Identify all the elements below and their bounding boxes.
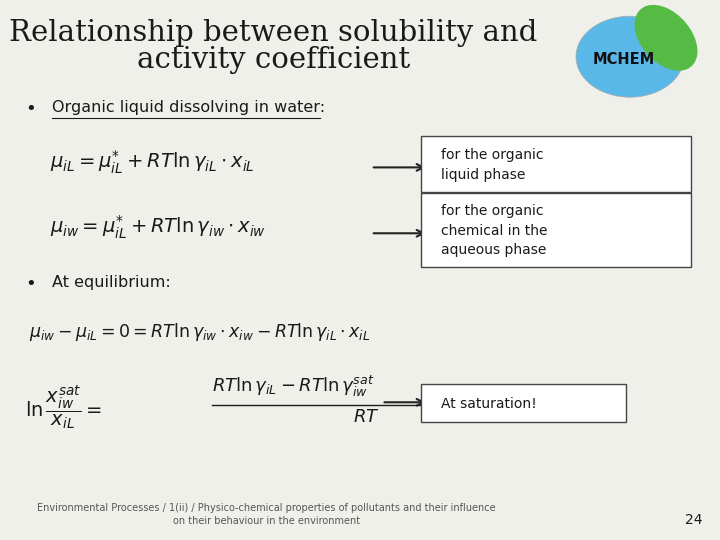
Text: for the organic
liquid phase: for the organic liquid phase [441, 148, 544, 182]
Ellipse shape [634, 5, 698, 71]
Text: $\ln \dfrac{x^{sat}_{iw}}{x_{iL}} =$: $\ln \dfrac{x^{sat}_{iw}}{x_{iL}} =$ [25, 383, 102, 431]
FancyBboxPatch shape [421, 384, 626, 422]
FancyBboxPatch shape [421, 136, 691, 192]
Text: activity coefficient: activity coefficient [137, 46, 410, 74]
Text: At equilibrium:: At equilibrium: [52, 275, 171, 291]
Text: 24: 24 [685, 512, 702, 526]
Text: Organic liquid dissolving in water:: Organic liquid dissolving in water: [52, 100, 325, 115]
Text: $RT \ln \gamma_{iL} - RT \ln \gamma^{sat}_{iw}$: $RT \ln \gamma_{iL} - RT \ln \gamma^{sat… [212, 374, 375, 399]
Text: $\mu_{iL} = \mu^{*}_{iL} + RT \ln \gamma_{iL} \cdot x_{iL}$: $\mu_{iL} = \mu^{*}_{iL} + RT \ln \gamma… [50, 148, 255, 176]
Text: At saturation!: At saturation! [441, 397, 537, 411]
FancyBboxPatch shape [421, 193, 691, 267]
Text: Relationship between solubility and: Relationship between solubility and [9, 19, 538, 47]
Text: for the organic
chemical in the
aqueous phase: for the organic chemical in the aqueous … [441, 204, 548, 257]
Circle shape [576, 16, 684, 97]
Text: $\mu_{iw} - \mu_{iL} = 0 = RT \ln \gamma_{iw} \cdot x_{iw} - RT \ln \gamma_{iL} : $\mu_{iw} - \mu_{iL} = 0 = RT \ln \gamma… [29, 321, 370, 343]
Text: MCHEM: MCHEM [593, 52, 655, 67]
Text: •: • [25, 100, 36, 118]
Text: Environmental Processes / 1(ii) / Physico-chemical properties of pollutants and : Environmental Processes / 1(ii) / Physic… [37, 503, 495, 526]
Text: $\mu_{iw} = \mu^{*}_{iL} + RT \ln \gamma_{iw} \cdot x_{iw}$: $\mu_{iw} = \mu^{*}_{iL} + RT \ln \gamma… [50, 213, 266, 241]
Text: •: • [25, 275, 36, 293]
Text: $RT$: $RT$ [353, 408, 379, 426]
